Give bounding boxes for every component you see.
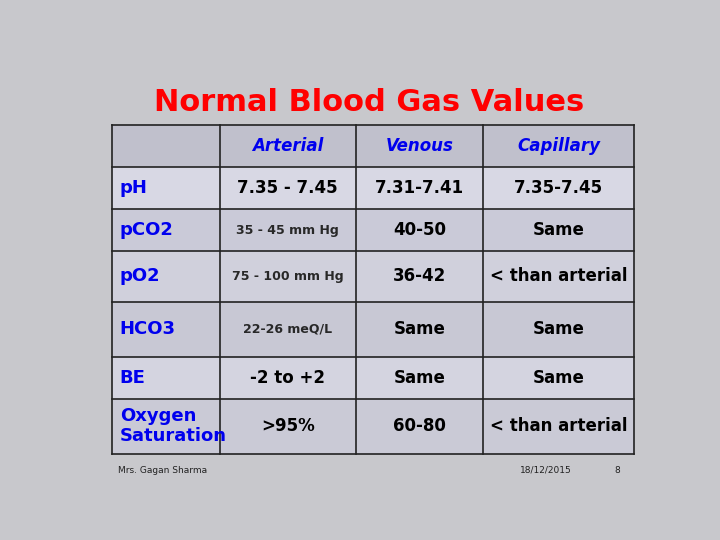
Text: pO2: pO2 (120, 267, 161, 286)
Text: Arterial: Arterial (252, 137, 323, 155)
Bar (356, 125, 483, 167)
Bar (356, 356, 483, 399)
Text: 75 - 100 mm Hg: 75 - 100 mm Hg (232, 270, 343, 283)
Text: -2 to +2: -2 to +2 (250, 368, 325, 387)
Bar (483, 167, 634, 209)
Bar (220, 356, 356, 399)
Bar (220, 251, 356, 301)
Bar (356, 301, 483, 356)
Bar (220, 125, 356, 167)
Text: Same: Same (394, 368, 446, 387)
Text: 8: 8 (615, 465, 620, 475)
Text: < than arterial: < than arterial (490, 267, 627, 286)
Text: BE: BE (120, 368, 145, 387)
Text: Same: Same (533, 320, 585, 338)
Bar (483, 301, 634, 356)
Text: >95%: >95% (261, 417, 315, 435)
Bar (112, 167, 220, 209)
Bar (220, 399, 356, 454)
Text: 7.35 - 7.45: 7.35 - 7.45 (238, 179, 338, 197)
Text: Capillary: Capillary (517, 137, 600, 155)
Bar (112, 209, 220, 251)
Bar (112, 356, 220, 399)
Text: 40-50: 40-50 (393, 221, 446, 239)
Text: 7.31-7.41: 7.31-7.41 (375, 179, 464, 197)
Text: HCO3: HCO3 (120, 320, 176, 338)
Bar (220, 301, 356, 356)
Text: pH: pH (120, 179, 148, 197)
Text: 18/12/2015: 18/12/2015 (520, 465, 572, 475)
Text: Venous: Venous (386, 137, 454, 155)
Bar (112, 301, 220, 356)
Text: < than arterial: < than arterial (490, 417, 627, 435)
Bar (112, 251, 220, 301)
Bar (356, 251, 483, 301)
Bar (483, 356, 634, 399)
Bar (483, 125, 634, 167)
Text: 60-80: 60-80 (393, 417, 446, 435)
Bar (356, 399, 483, 454)
Bar (483, 209, 634, 251)
Text: 7.35-7.45: 7.35-7.45 (514, 179, 603, 197)
Bar (356, 209, 483, 251)
Text: pCO2: pCO2 (120, 221, 174, 239)
Text: Same: Same (533, 221, 585, 239)
Text: 22-26 meQ/L: 22-26 meQ/L (243, 322, 332, 335)
Text: Normal Blood Gas Values: Normal Blood Gas Values (154, 87, 584, 117)
Bar (356, 167, 483, 209)
Bar (220, 167, 356, 209)
Bar (112, 399, 220, 454)
Text: Same: Same (533, 368, 585, 387)
Bar (483, 251, 634, 301)
Text: Same: Same (394, 320, 446, 338)
Bar (220, 209, 356, 251)
Bar (112, 125, 220, 167)
Text: 35 - 45 mm Hg: 35 - 45 mm Hg (236, 224, 339, 237)
Text: Mrs. Gagan Sharma: Mrs. Gagan Sharma (118, 465, 207, 475)
Bar (483, 399, 634, 454)
Text: 36-42: 36-42 (393, 267, 446, 286)
Text: Oxygen
Saturation: Oxygen Saturation (120, 407, 227, 446)
